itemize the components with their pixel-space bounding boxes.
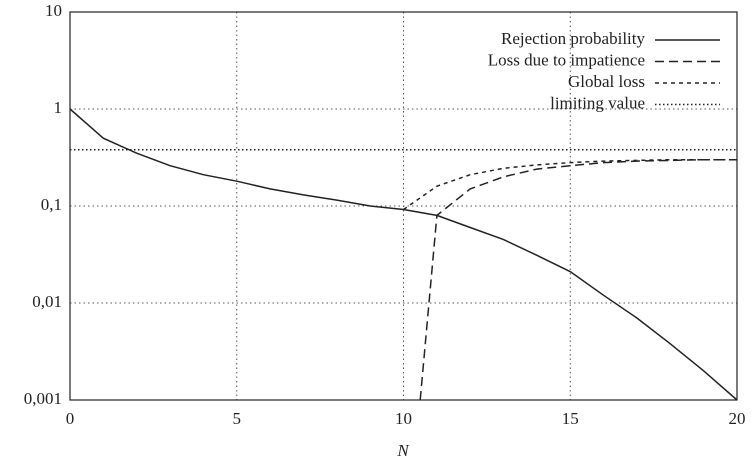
- series-line: [419, 158, 737, 401]
- y-tick-label: 0,001: [24, 389, 62, 408]
- y-tick-label: 0,1: [41, 195, 62, 214]
- x-tick-label: 10: [395, 409, 412, 428]
- legend-label: limiting value: [550, 93, 645, 112]
- y-tick-label: 1: [54, 98, 63, 117]
- legend-label: Global loss: [568, 72, 645, 91]
- plot-frame: [69, 11, 738, 401]
- x-tick-label: 0: [66, 409, 75, 428]
- y-tick-label: 0,01: [32, 292, 62, 311]
- x-axis-label: N: [396, 441, 410, 460]
- legend-label: Rejection probability: [501, 29, 645, 48]
- x-tick-label: 20: [729, 409, 746, 428]
- series-line: [403, 158, 737, 211]
- x-tick-label: 15: [562, 409, 579, 428]
- x-tick-label: 5: [233, 409, 242, 428]
- legend-label: Loss due to impatience: [488, 50, 645, 69]
- y-tick-label: 10: [45, 1, 62, 20]
